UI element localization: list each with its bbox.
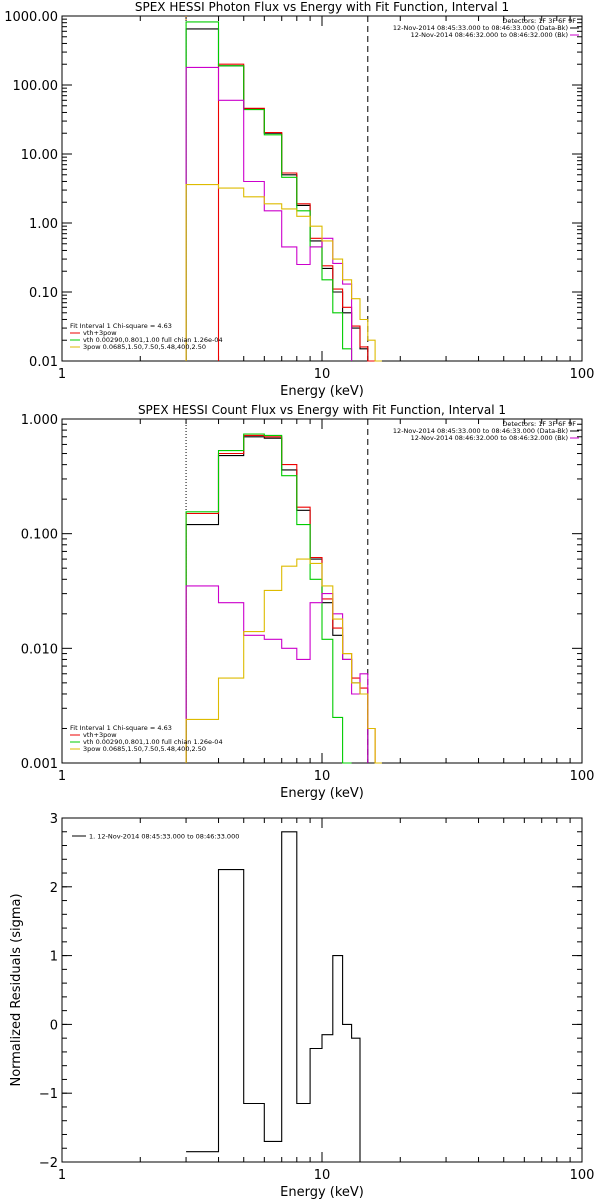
legend-entry: vth+3pow [83, 731, 117, 739]
x-tick-label: 100 [570, 1168, 595, 1183]
plot-frame [61, 15, 583, 362]
y-tick-label: −1 [39, 1087, 58, 1102]
series-line [185, 434, 376, 763]
y-tick-label: 0.001 [21, 757, 58, 772]
x-axis-label: Energy (keV) [280, 384, 364, 399]
x-tick-label: 1 [58, 1168, 66, 1183]
series-line [185, 585, 369, 763]
y-tick-label: 1 [50, 950, 58, 965]
x-tick-label: 100 [570, 769, 595, 784]
x-tick-label: 100 [570, 367, 595, 382]
y-tick-label: 1.00 [29, 217, 58, 232]
legend-entry: vth 0.00290,0.801,1.00 full chian 1.26e-… [83, 738, 223, 746]
x-tick-label: 1 [58, 769, 66, 784]
x-tick-label: 1 [58, 367, 66, 382]
detectors-label: Detectors: 1F 3F 6F 9F [502, 420, 576, 428]
series-line [185, 21, 353, 361]
chart-title: SPEX HESSI Count Flux vs Energy with Fit… [138, 403, 506, 417]
x-tick-label: 10 [314, 367, 331, 382]
legend-entry: vth 0.00290,0.801,1.00 full chian 1.26e-… [83, 336, 223, 344]
legend-entry: 3pow 0.0685,1.50,7.50,5.48,400,2.50 [83, 343, 206, 351]
series-line [186, 831, 361, 1162]
fit-info-label: Fit Interval 1 Chi-square = 4.63 [70, 724, 172, 732]
y-tick-label: 0 [50, 1018, 58, 1033]
y-tick-label: 0.01 [29, 355, 58, 370]
detectors-label: Detectors: 1F 3F 6F 9F [502, 17, 576, 25]
legend-entry-time2: 12-Nov-2014 08:46:32.000 to 08:46:32.000… [411, 31, 568, 39]
y-tick-label: 100.00 [13, 79, 59, 94]
photon-flux-panel: SPEX HESSI Photon Flux vs Energy with Fi… [4, 0, 594, 399]
y-tick-label: 1.000 [21, 413, 58, 428]
y-tick-label: −2 [39, 1156, 58, 1171]
y-tick-label: 1000.00 [4, 10, 58, 25]
legend-entry-time1: 12-Nov-2014 08:45:33.000 to 08:46:33.000… [393, 427, 568, 435]
y-tick-label: 10.00 [21, 148, 58, 163]
chart-title: SPEX HESSI Photon Flux vs Energy with Fi… [135, 0, 509, 14]
y-tick-label: 0.10 [29, 286, 58, 301]
x-tick-label: 10 [314, 769, 331, 784]
y-tick-label: 0.100 [21, 528, 58, 543]
series-line [185, 558, 382, 764]
legend-entry: 3pow 0.0685,1.50,7.50,5.48,400,2.50 [83, 745, 206, 753]
series-line [185, 66, 353, 361]
series-line [185, 436, 369, 763]
residuals-panel: 1 10 100 −2 −1 0 1 2 3 Energy (keV) Normalized Res… [9, 812, 594, 1200]
series-line [185, 28, 369, 361]
legend-entry-time1: 12-Nov-2014 08:45:33.000 to 08:46:33.000… [393, 24, 568, 32]
y-tick-label: 3 [50, 812, 58, 827]
x-axis-label: Energy (keV) [280, 1185, 364, 1200]
series-line [185, 433, 352, 764]
x-tick-label: 10 [314, 1168, 331, 1183]
legend-entry: vth+3pow [83, 329, 117, 337]
legend-entry-time2: 12-Nov-2014 08:46:32.000 to 08:46:32.000… [411, 434, 568, 442]
x-axis-label: Energy (keV) [280, 786, 364, 801]
y-tick-label: 0.010 [21, 642, 58, 657]
plot-frame [61, 817, 583, 1163]
y-axis-label: Normalized Residuals (sigma) [9, 893, 24, 1086]
series-line [185, 184, 382, 362]
count-flux-panel: SPEX HESSI Count Flux vs Energy with Fit… [21, 403, 595, 801]
legend-entry: 1. 12-Nov-2014 08:45:33.000 to 08:46:33.… [89, 833, 239, 841]
fit-info-label: Fit Interval 1 Chi-square = 4.63 [70, 322, 172, 330]
y-tick-label: 2 [50, 881, 58, 896]
